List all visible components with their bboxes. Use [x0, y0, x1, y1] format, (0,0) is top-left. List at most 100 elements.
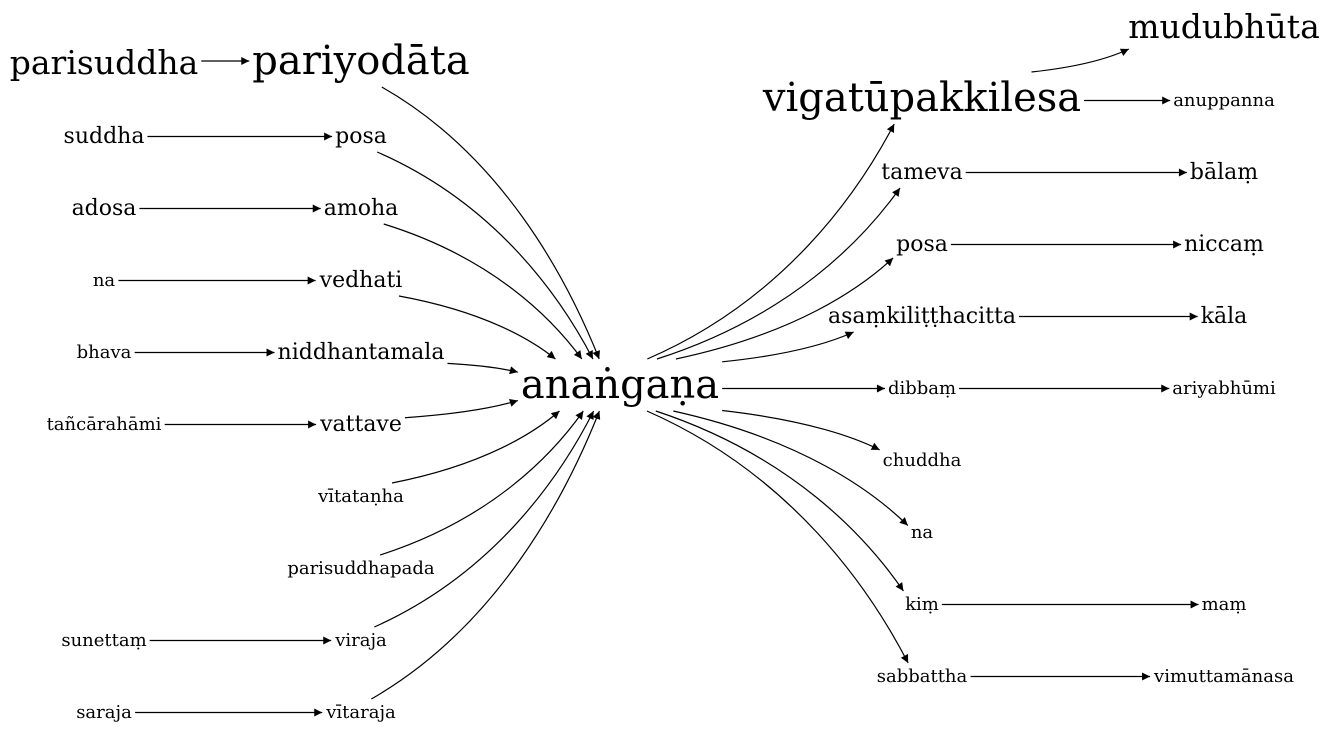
node-label: parisuddha	[10, 43, 199, 82]
node-label: sunettaṃ	[61, 630, 146, 651]
node-dibbam: dibbaṃ	[888, 378, 956, 399]
node-parisuddha: parisuddha	[10, 43, 199, 82]
node-suddha: suddha	[64, 124, 145, 149]
node-sabbattha: sabbattha	[877, 666, 968, 687]
node-niddhantamala: niddhantamala	[278, 340, 445, 365]
edge-amoha-to-center	[383, 223, 583, 360]
edge-arrow	[646, 410, 909, 664]
node-label: tameva	[881, 160, 962, 185]
node-label: sabbattha	[877, 666, 968, 687]
node-center: anaṅgaṇa	[521, 362, 719, 408]
edge-arrow	[379, 410, 584, 556]
node-label: anuppanna	[1173, 90, 1275, 111]
node-label: vattave	[319, 412, 402, 437]
node-label: posa	[335, 124, 387, 149]
node-label: kāla	[1201, 304, 1248, 329]
node-label: bhava	[77, 342, 132, 363]
node-label: adosa	[72, 196, 137, 221]
edge-arrow	[722, 409, 880, 451]
node-vigatupakkilesa: vigatūpakkilesa	[762, 75, 1081, 121]
node-label: niccaṃ	[1184, 232, 1264, 257]
node-label: na	[93, 270, 116, 291]
node-posa-left: posa	[335, 124, 387, 149]
node-bhava: bhava	[77, 342, 132, 363]
node-niccam: niccaṃ	[1184, 232, 1264, 257]
node-label: maṃ	[1202, 594, 1247, 615]
edge-arrow	[675, 257, 894, 360]
edge-center-to-tameva	[656, 187, 901, 360]
edge-arrow	[447, 362, 519, 375]
edge-pariyodata-to-center	[381, 86, 600, 360]
center-node-label: anaṅgaṇa	[521, 362, 719, 408]
edge-arrow	[391, 410, 560, 484]
node-vimuttamanasa: vimuttamānasa	[1153, 666, 1294, 687]
node-label: vigatūpakkilesa	[762, 75, 1081, 121]
node-label: niddhantamala	[278, 340, 445, 365]
node-label: vītataṇha	[317, 486, 404, 507]
node-na-right: na	[911, 522, 934, 543]
edge-arrow	[376, 151, 594, 360]
edge-arrow	[398, 295, 556, 360]
node-parisuddhapada: parisuddhapada	[287, 558, 435, 579]
node-viraja: viraja	[334, 630, 387, 651]
edge-arrow	[381, 86, 600, 360]
node-ariyabhumi: ariyabhūmi	[1172, 378, 1276, 399]
node-sunettam: sunettaṃ	[61, 630, 146, 651]
edge-posa_left-to-center	[376, 151, 594, 360]
node-label: viraja	[334, 630, 387, 651]
node-na-left: na	[93, 270, 116, 291]
edge-arrow	[655, 410, 904, 592]
node-mudubhuta: mudubhūta	[1128, 7, 1320, 46]
node-label: parisuddhapada	[287, 558, 435, 579]
edge-center-to-sabbattha	[646, 410, 909, 664]
node-label: bālaṃ	[1190, 160, 1258, 185]
node-vitatanha: vītataṇha	[317, 486, 404, 507]
node-saraja: saraja	[76, 702, 132, 723]
edge-niddhantamala-to-center	[447, 362, 519, 375]
node-amoha: amoha	[324, 196, 399, 221]
edge-arrow	[647, 123, 895, 360]
node-label: vītaraja	[325, 702, 396, 723]
node-label: suddha	[64, 124, 145, 149]
node-tameva: tameva	[881, 160, 962, 185]
node-label: ariyabhūmi	[1172, 378, 1276, 399]
node-layer: parisuddha pariyodāta suddha posa adosa …	[10, 7, 1320, 723]
node-balam: bālaṃ	[1190, 160, 1258, 185]
node-label: na	[911, 522, 934, 543]
node-pariyodata: pariyodāta	[252, 38, 469, 84]
edge-arrow	[656, 187, 901, 360]
node-label: amoha	[324, 196, 399, 221]
node-vedhati: vedhati	[319, 268, 403, 293]
edge-arrow	[374, 410, 595, 628]
edge-vitaraja-to-center	[371, 410, 601, 700]
node-label: mudubhūta	[1128, 7, 1320, 46]
edge-viraja-to-center	[374, 410, 595, 628]
node-posa-right: posa	[896, 232, 948, 257]
edge-arrow	[404, 399, 519, 419]
edge-vitatanha-to-center	[391, 410, 560, 484]
edge-arrow	[673, 410, 909, 526]
node-tancarahami: tañcārahāmi	[47, 414, 162, 435]
node-label: saraja	[76, 702, 132, 723]
node-label: dibbaṃ	[888, 378, 956, 399]
edge-arrow	[383, 223, 583, 360]
edge-parisuddhapada-to-center	[379, 410, 584, 556]
edge-vigatupakkilesa-to-mudubhuta	[1031, 48, 1130, 73]
node-vattave: vattave	[319, 412, 402, 437]
edge-arrow	[1031, 48, 1130, 73]
node-label: vimuttamānasa	[1153, 666, 1294, 687]
edge-vattave-to-center	[404, 399, 519, 419]
node-anuppanna: anuppanna	[1173, 90, 1275, 111]
edge-arrow	[722, 331, 854, 363]
edge-vedhati-to-center	[398, 295, 556, 360]
node-kim: kiṃ	[905, 594, 939, 615]
edge-center-to-asamkilitthacitta	[722, 331, 854, 363]
edge-center-to-posa_right	[675, 257, 894, 360]
node-mam: maṃ	[1202, 594, 1247, 615]
edge-arrow	[371, 410, 601, 700]
edge-center-to-vigatupakkilesa	[647, 123, 895, 360]
node-label: kiṃ	[905, 594, 939, 615]
node-kala: kāla	[1201, 304, 1248, 329]
node-asamkilitthacitta: asaṃkiliṭṭhacitta	[828, 304, 1016, 329]
